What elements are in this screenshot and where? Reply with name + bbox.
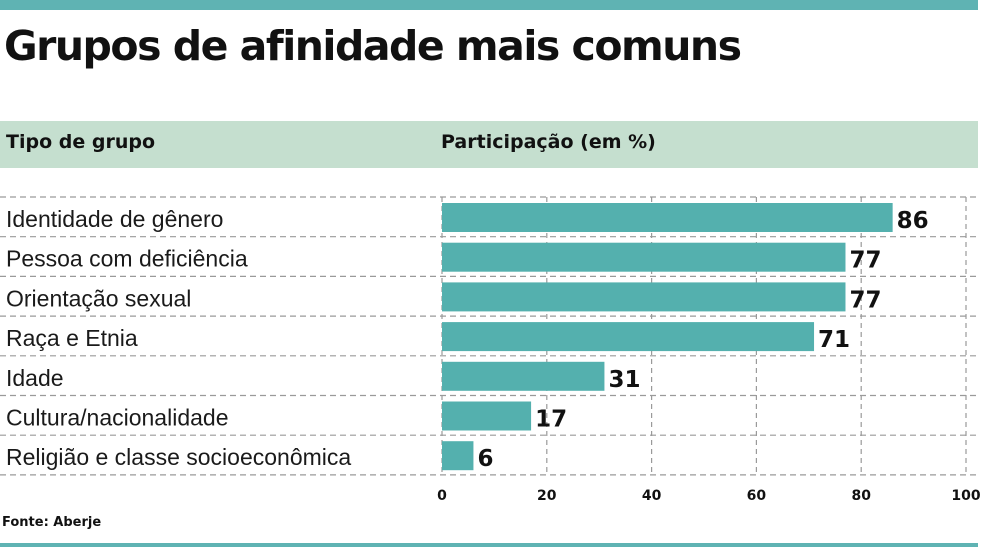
bar-6 [442,441,474,471]
header-band [0,121,978,168]
ticks-layer: 0 20 40 60 80 100 [437,488,981,504]
bar-0 [442,203,893,232]
category-label-0: Identidade de gênero [6,206,223,232]
chart-title: Grupos de afinidade mais comuns [4,22,742,70]
bottom-accent-rule [0,543,978,547]
category-label-2: Orientação sexual [6,285,191,311]
bar-3 [442,322,815,352]
value-label-1: 77 [849,248,881,274]
value-label-4: 31 [608,367,640,393]
x-tick-label-60: 60 [747,488,767,504]
value-label-0: 86 [897,208,929,234]
x-tick-label-80: 80 [851,488,871,504]
bar-5 [442,401,532,431]
x-tick-label-40: 40 [642,488,662,504]
value-column-header: Participação (em %) [441,131,656,153]
category-column-header: Tipo de grupo [6,131,155,153]
value-label-2: 77 [849,287,881,313]
category-label-1: Pessoa com deficiência [6,246,248,272]
bar-2 [442,282,846,312]
top-accent-rule [0,0,978,10]
source-note: Fonte: Aberje [2,515,102,530]
labels-layer: Identidade de gênero 86 Pessoa com deficiê… [6,206,929,472]
category-label-6: Religião e classe socioeconômica [6,444,351,470]
x-tick-label-20: 20 [537,488,557,504]
value-label-6: 6 [477,446,493,472]
bar-1 [442,242,846,272]
x-tick-label-0: 0 [437,488,447,504]
value-label-3: 71 [818,327,850,353]
category-label-5: Cultura/nacionalidade [6,405,229,431]
bar-4 [442,361,605,391]
value-label-5: 17 [535,407,567,433]
category-label-3: Raça e Etnia [6,325,138,351]
bars-layer [442,203,893,471]
category-label-4: Idade [6,365,64,391]
x-tick-label-100: 100 [951,488,980,504]
